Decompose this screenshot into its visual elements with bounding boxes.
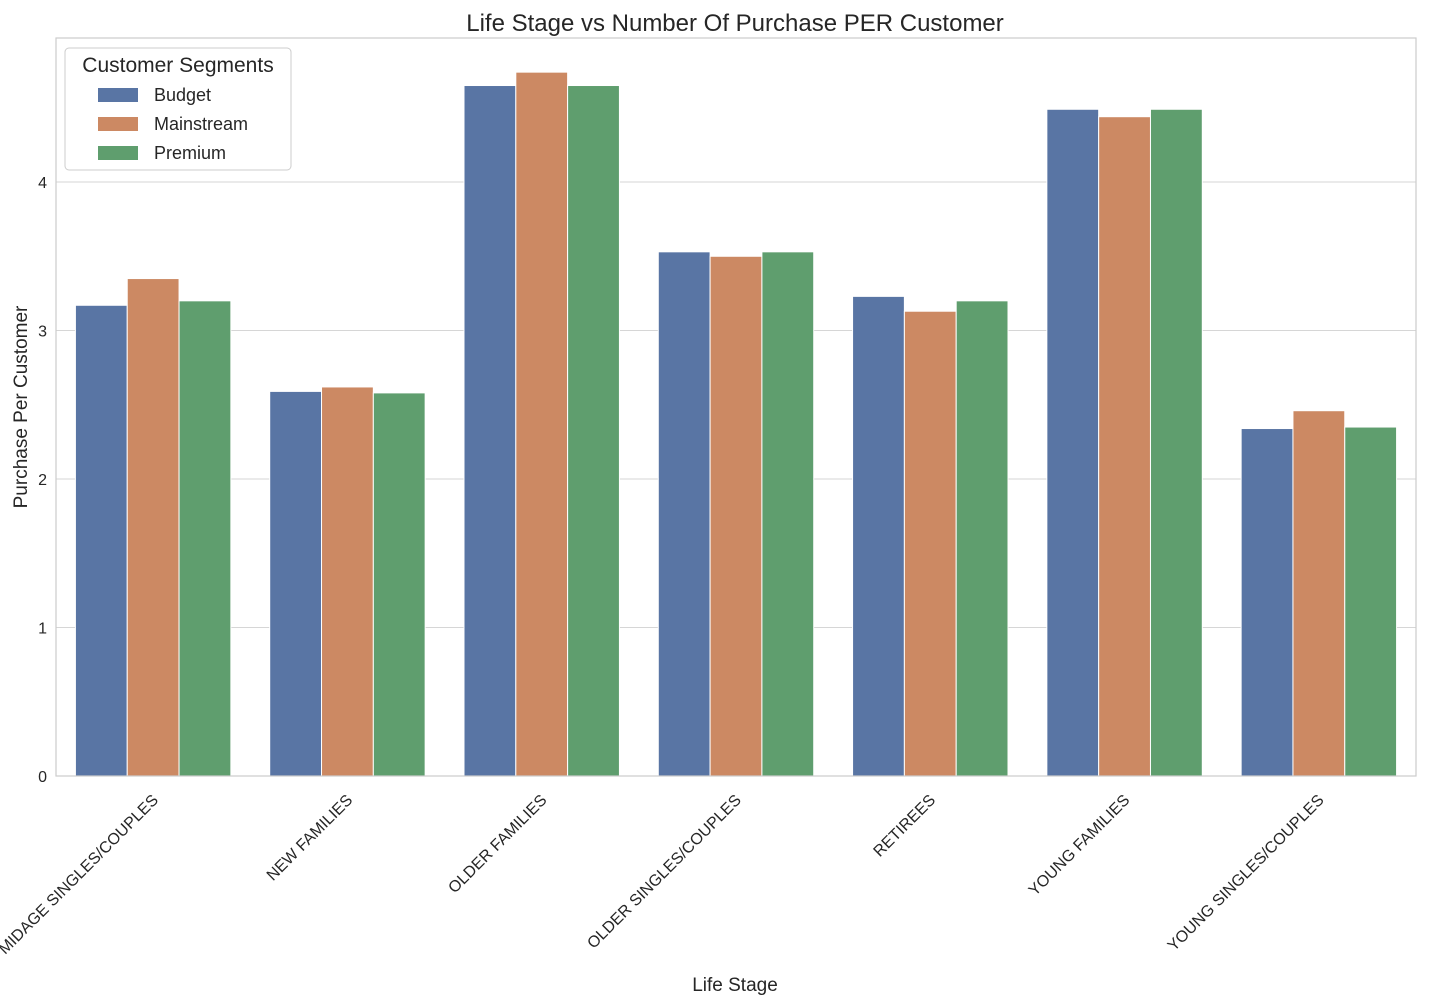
y-tick-label: 1 <box>38 621 47 638</box>
legend-label-budget: Budget <box>154 85 211 105</box>
bar-mainstream-1 <box>321 386 374 777</box>
bar-mainstream-5 <box>1098 116 1151 777</box>
legend-swatch-budget <box>98 88 138 102</box>
bar-mainstream-3 <box>709 255 763 777</box>
legend-title: Customer Segments <box>82 54 273 77</box>
y-tick-label: 0 <box>38 769 47 786</box>
bar-premium-3 <box>761 251 815 777</box>
x-tick-label: OLDER SINGLES/COUPLES <box>584 792 744 952</box>
x-tick-label: YOUNG FAMILIES <box>1026 792 1134 900</box>
x-tick-label: YOUNG SINGLES/COUPLES <box>1165 792 1328 955</box>
bar-premium-4 <box>955 300 1009 777</box>
legend: Customer Segments Budget Mainstream Premiu… <box>64 47 292 171</box>
bar-premium-0 <box>178 300 232 777</box>
y-axis-label: Purchase Per Customer <box>11 305 32 508</box>
y-tick-labels: 0 1 2 3 4 <box>38 175 47 786</box>
legend-box <box>64 47 292 171</box>
x-tick-label: MIDAGE SINGLES/COUPLES <box>0 792 162 958</box>
legend-label-premium: Premium <box>154 143 226 163</box>
bar-premium-2 <box>567 85 620 777</box>
bar-budget-4 <box>852 295 905 777</box>
y-tick-label: 4 <box>38 175 47 192</box>
bar-mainstream-4 <box>903 310 957 777</box>
x-tick-label: NEW FAMILIES <box>264 792 356 884</box>
bar-premium-5 <box>1149 108 1203 777</box>
bar-budget-6 <box>1240 428 1294 777</box>
bar-premium-1 <box>372 392 426 777</box>
bar-mainstream-6 <box>1292 410 1346 777</box>
legend-items: Budget Mainstream Premium <box>98 85 248 163</box>
bar-budget-5 <box>1046 108 1100 777</box>
bar-budget-2 <box>463 85 517 777</box>
bar-budget-0 <box>74 304 128 777</box>
bar-mainstream-2 <box>515 71 569 777</box>
x-axis-label: Life Stage <box>692 975 778 996</box>
x-tick-labels: MIDAGE SINGLES/COUPLES NEW FAMILIES OLDER … <box>0 792 1328 958</box>
legend-swatch-premium <box>98 146 138 160</box>
bar-budget-1 <box>269 390 323 777</box>
legend-label-mainstream: Mainstream <box>154 114 248 134</box>
bars <box>74 71 1398 777</box>
plot-frame <box>55 37 1417 777</box>
legend-swatch-mainstream <box>98 117 138 131</box>
bar-premium-6 <box>1344 426 1398 777</box>
bar-budget-3 <box>657 251 711 777</box>
x-tick-label: OLDER FAMILIES <box>445 792 550 897</box>
y-tick-label: 3 <box>38 324 47 341</box>
chart-title: Life Stage vs Number Of Purchase PER Cus… <box>466 10 1004 37</box>
x-tick-label: RETIREES <box>871 792 940 861</box>
y-tick-label: 2 <box>38 472 47 489</box>
bar-mainstream-0 <box>126 278 180 777</box>
